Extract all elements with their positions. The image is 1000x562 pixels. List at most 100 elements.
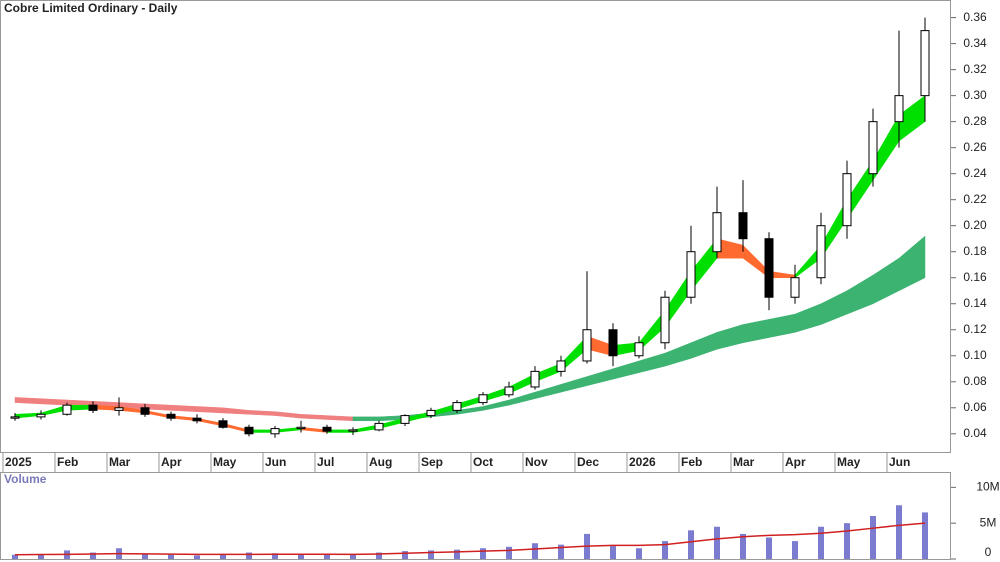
ma-band	[768, 313, 796, 338]
volume-bar	[610, 546, 616, 559]
ma-band	[690, 331, 718, 359]
ma-band	[820, 290, 848, 325]
price-panel	[0, 0, 951, 453]
x-tick-label: Dec	[577, 455, 599, 469]
ma-band	[716, 324, 744, 350]
candle-body	[868, 121, 878, 175]
candle-body	[270, 428, 280, 435]
volume-bar	[532, 543, 538, 559]
y-tick-label: 5M	[980, 515, 997, 529]
volume-bar	[12, 554, 18, 559]
y-tick-label: 0.12	[963, 322, 987, 336]
x-tick-label: Apr	[785, 455, 806, 469]
volume-bar	[766, 537, 772, 559]
volume-bar	[844, 523, 850, 559]
candle-body	[374, 422, 384, 431]
y-tick-label: 0.20	[963, 218, 987, 232]
candle-body	[166, 413, 176, 419]
y-tick-label: 0.06	[963, 400, 987, 414]
y-tick-label: 0.24	[963, 166, 987, 180]
volume-bar	[38, 553, 44, 559]
volume-bar	[376, 552, 382, 559]
ma-band	[196, 406, 224, 414]
ma-band	[560, 376, 588, 393]
candle-body	[790, 277, 800, 298]
ma-band	[222, 407, 250, 415]
volume-bar	[324, 554, 330, 559]
x-tick-label: May	[837, 455, 861, 469]
candle-body	[608, 329, 618, 357]
y-tick-label: 0.26	[963, 140, 987, 154]
candle-body	[36, 413, 46, 418]
ma-band	[326, 415, 354, 422]
candle-body	[582, 329, 592, 362]
volume-bar	[506, 546, 512, 559]
volume-bar	[480, 548, 486, 559]
volume-panel	[0, 472, 951, 560]
volume-bar	[90, 552, 96, 559]
y-tick-label: 0.18	[963, 244, 987, 258]
volume-bar	[428, 550, 434, 559]
x-tick-label: Mar	[733, 455, 755, 469]
y-tick-label: 0.08	[963, 374, 987, 388]
volume-bar	[558, 544, 564, 559]
candle-body	[686, 251, 696, 298]
volume-bar	[220, 554, 226, 559]
ma-band	[794, 303, 822, 333]
volume-bar	[298, 553, 304, 559]
volume-bar	[402, 551, 408, 559]
candle-body	[452, 402, 462, 411]
x-tick-label: 2026	[629, 455, 656, 469]
y-tick-label: 0.16	[963, 270, 987, 284]
candle-body	[634, 342, 644, 357]
y-tick-label: 0.32	[963, 62, 987, 76]
volume-bar	[714, 526, 720, 559]
y-tick-label: 0.22	[963, 192, 987, 206]
candle-body	[348, 429, 358, 432]
ma-band	[274, 411, 302, 419]
candle-body	[712, 212, 722, 253]
volume-label: Volume	[4, 472, 47, 486]
candle-body	[426, 409, 436, 417]
ma-band	[40, 398, 68, 406]
x-tick-label: Sep	[421, 455, 443, 469]
volume-bar	[350, 553, 356, 559]
x-tick-label: Feb	[57, 455, 78, 469]
ma-band	[612, 360, 640, 380]
candle-body	[218, 420, 228, 428]
ma-band	[352, 416, 380, 422]
volume-bar	[688, 530, 694, 559]
volume-bar	[870, 516, 876, 559]
chart-title: Cobre Limited Ordinary - Daily	[4, 1, 178, 15]
volume-bar	[792, 541, 798, 559]
candle-body	[244, 426, 254, 435]
ma-band	[872, 257, 900, 305]
ma-band	[742, 319, 770, 344]
candle-body	[894, 95, 904, 123]
y-tick-label: 10M	[976, 480, 999, 494]
volume-bar	[740, 533, 746, 559]
x-tick-label: Oct	[473, 455, 493, 469]
volume-bar	[246, 552, 252, 559]
ma-band	[898, 235, 926, 292]
y-tick-label: 0	[985, 545, 992, 559]
y-tick-label: 0.36	[963, 10, 987, 24]
candle-body	[738, 212, 748, 240]
volume-bar	[454, 549, 460, 559]
candle-body	[400, 415, 410, 424]
x-tick-label: 2025	[5, 455, 32, 469]
x-tick-label: May	[213, 455, 237, 469]
ma-band	[664, 342, 692, 367]
volume-bar	[272, 553, 278, 559]
volume-bar	[818, 526, 824, 559]
ma-band	[248, 410, 276, 416]
ma-band	[300, 414, 328, 420]
candle-body	[816, 225, 826, 279]
x-tick-label: Aug	[369, 455, 392, 469]
candle-body	[530, 370, 540, 388]
y-tick-label: 0.28	[963, 114, 987, 128]
x-tick-label: Feb	[681, 455, 702, 469]
volume-bar	[662, 541, 668, 559]
